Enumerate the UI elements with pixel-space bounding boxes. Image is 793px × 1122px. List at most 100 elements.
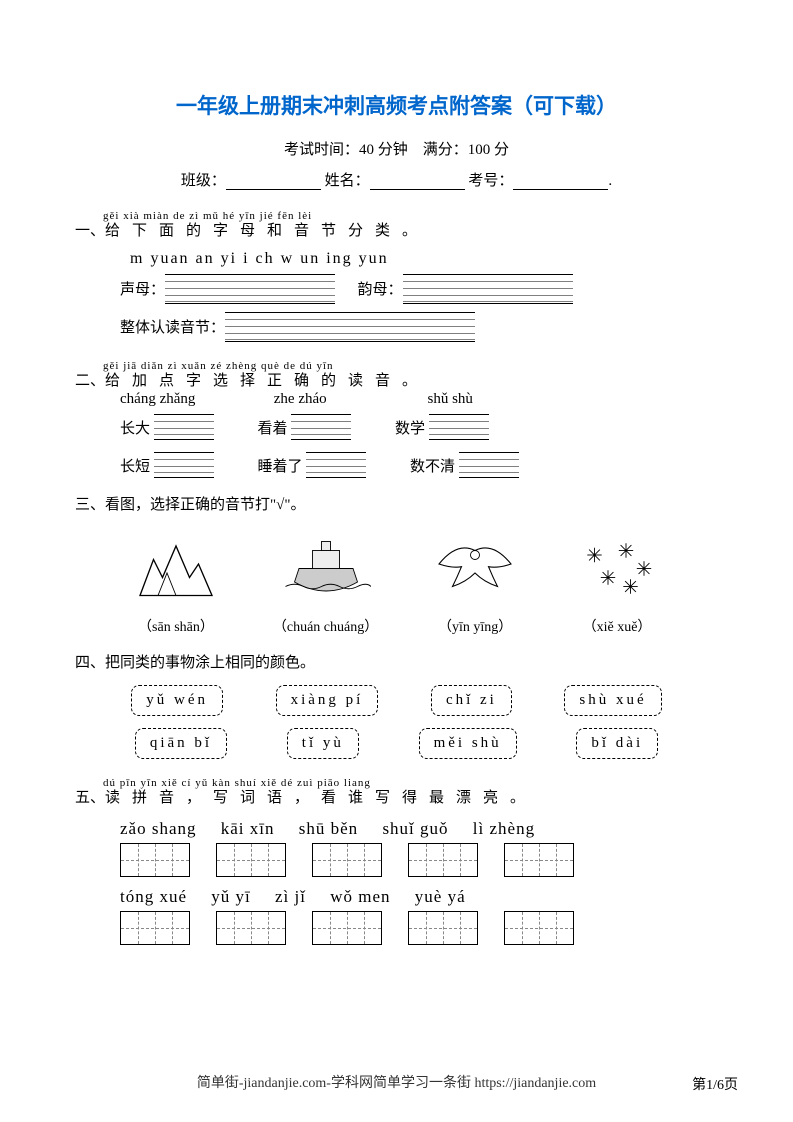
q2-box bbox=[459, 452, 519, 478]
ship-icon bbox=[281, 531, 371, 606]
name-blank bbox=[370, 172, 465, 190]
q3-mountain: （sān shān） bbox=[131, 531, 221, 636]
write-box bbox=[312, 911, 382, 945]
write-box bbox=[408, 911, 478, 945]
q2-heads: cháng zhǎng zhe zháo shǔ shù bbox=[120, 391, 718, 408]
q1-pinyin: gěi xià miàn de zì mǔ hé yīn jié fēn lèi bbox=[103, 210, 718, 222]
q2-r2-0: 长短 bbox=[120, 455, 150, 476]
q5-p2-1: yǔ yī bbox=[211, 887, 250, 907]
question-4: 四、把同类的事物涂上相同的颜色。 yǔ wén xiàng pí chǐ zi … bbox=[75, 654, 718, 760]
q2-row1: 长大 看着 数学 bbox=[120, 414, 718, 440]
q2-head-2: shǔ shù bbox=[428, 391, 578, 408]
q5-p2-2: zì jǐ bbox=[275, 887, 306, 907]
q5-p2-0: tóng xué bbox=[120, 887, 187, 907]
question-3: 三、看图，选择正确的音节打"√"。 （sān shān） （chuán chuá… bbox=[75, 496, 718, 636]
q5-p-1: kāi xīn bbox=[221, 819, 275, 839]
name-label: 姓名： bbox=[325, 173, 370, 189]
id-label: 考号： bbox=[468, 173, 513, 189]
id-blank bbox=[513, 172, 608, 190]
q4-head: 四、把同类的事物涂上相同的颜色。 bbox=[75, 654, 718, 674]
q1-number: 一、 bbox=[75, 223, 105, 239]
q5-p-2: shū běn bbox=[299, 819, 358, 839]
q2-box bbox=[154, 452, 214, 478]
yunmu-box bbox=[403, 274, 573, 304]
q2-box bbox=[154, 414, 214, 440]
q2-r2-2: 数不清 bbox=[410, 455, 455, 476]
q5-pinyin-row2: tóng xué yǔ yī zì jǐ wǒ men yuè yá bbox=[120, 887, 718, 907]
q2-box bbox=[291, 414, 351, 440]
subtitle: 考试时间：40 分钟 满分：100 分 bbox=[75, 138, 718, 159]
q5-pinyin: dú pīn yīn xiě cí yǔ kàn shuí xiě dé zuì… bbox=[103, 777, 718, 789]
zhengti-box bbox=[225, 312, 475, 342]
q1-zhengti-row: 整体认读音节： bbox=[120, 312, 718, 342]
q4-row2: qiān bǐ tǐ yù měi shù bǐ dài bbox=[105, 728, 688, 759]
yunmu-label: 韵母： bbox=[358, 278, 403, 299]
q2-head-0: cháng zhǎng bbox=[120, 391, 270, 408]
q5-head: 五、读拼音，写词语，看谁写得最漂亮。 bbox=[75, 789, 718, 809]
q3-label-3: （xiě xuě） bbox=[572, 616, 662, 636]
info-line: 班级： 姓名： 考号：. bbox=[75, 169, 718, 190]
q5-p2-3: wǒ men bbox=[330, 887, 390, 907]
q3-label-1: （chuán chuáng） bbox=[273, 616, 378, 636]
q2-r1-0: 长大 bbox=[120, 417, 150, 438]
q2-head-1: zhe zháo bbox=[274, 391, 424, 408]
q3-text: 看图，选择正确的音节打"√"。 bbox=[105, 497, 305, 513]
question-2: gěi jiā diǎn zì xuǎn zé zhèng què de dú … bbox=[75, 360, 718, 479]
q4-row1: yǔ wén xiàng pí chǐ zi shù xué bbox=[105, 685, 688, 716]
write-box bbox=[216, 843, 286, 877]
q5-p-4: lì zhèng bbox=[473, 819, 535, 839]
write-box bbox=[504, 911, 574, 945]
write-box bbox=[408, 843, 478, 877]
q2-r1-2: 数学 bbox=[395, 417, 425, 438]
q4-box: chǐ zi bbox=[431, 685, 512, 716]
page-number: 第1/6页 bbox=[692, 1074, 738, 1094]
q3-head: 三、看图，选择正确的音节打"√"。 bbox=[75, 496, 718, 516]
write-box bbox=[120, 843, 190, 877]
shengmu-label: 声母： bbox=[120, 278, 165, 299]
q2-pinyin: gěi jiā diǎn zì xuǎn zé zhèng què de dú … bbox=[103, 360, 718, 372]
snowflake-icon bbox=[572, 531, 662, 606]
q2-hanzi: 给加点字选择正确的读音。 bbox=[105, 373, 429, 389]
question-5: dú pīn yīn xiě cí yǔ kàn shuí xiě dé zuì… bbox=[75, 777, 718, 945]
q4-box: měi shù bbox=[419, 728, 517, 759]
write-box bbox=[120, 911, 190, 945]
q4-box: xiàng pí bbox=[276, 685, 379, 716]
q3-number: 三、 bbox=[75, 497, 105, 513]
page-title: 一年级上册期末冲刺高频考点附答案（可下载） bbox=[75, 90, 718, 120]
q3-ship: （chuán chuáng） bbox=[273, 531, 378, 636]
q4-box: qiān bǐ bbox=[135, 728, 227, 759]
q4-box: shù xué bbox=[564, 685, 661, 716]
q5-hanzi: 读拼音，写词语，看谁写得最漂亮。 bbox=[105, 790, 537, 806]
zhengti-label: 整体认读音节： bbox=[120, 316, 225, 337]
shengmu-box bbox=[165, 274, 335, 304]
q5-p-0: zǎo shang bbox=[120, 819, 197, 839]
q5-p2-4: yuè yá bbox=[415, 887, 466, 907]
q4-box: bǐ dài bbox=[576, 728, 658, 759]
period: . bbox=[608, 173, 612, 189]
q1-letters: m yuan an yi i ch w un ing yun bbox=[130, 250, 718, 268]
q1-shengmu-row: 声母： 韵母： bbox=[120, 274, 718, 304]
q4-text: 把同类的事物涂上相同的颜色。 bbox=[105, 655, 315, 671]
q1-head: 一、给下面的字母和音节分类。 bbox=[75, 222, 718, 242]
question-1: gěi xià miàn de zì mǔ hé yīn jié fēn lèi… bbox=[75, 210, 718, 342]
q2-r2-1: 睡着了 bbox=[258, 455, 303, 476]
q2-row2: 长短 睡着了 数不清 bbox=[120, 452, 718, 478]
write-box bbox=[216, 911, 286, 945]
q5-box-row2 bbox=[120, 911, 718, 945]
q5-box-row1 bbox=[120, 843, 718, 877]
q3-label-0: （sān shān） bbox=[131, 616, 221, 636]
q3-snow: （xiě xuě） bbox=[572, 531, 662, 636]
q5-pinyin-row1: zǎo shang kāi xīn shū běn shuǐ guǒ lì zh… bbox=[120, 819, 718, 839]
write-box bbox=[312, 843, 382, 877]
footer: 简单街-jiandanjie.com-学科网简单学习一条街 https://ji… bbox=[0, 1072, 793, 1092]
q5-number: 五、 bbox=[75, 790, 105, 806]
q3-label-2: （yīn yīng） bbox=[430, 616, 520, 636]
q2-number: 二、 bbox=[75, 373, 105, 389]
q2-head: 二、给加点字选择正确的读音。 bbox=[75, 372, 718, 392]
q2-r1-1: 看着 bbox=[258, 417, 288, 438]
class-label: 班级： bbox=[181, 173, 226, 189]
class-blank bbox=[226, 172, 321, 190]
q1-hanzi: 给下面的字母和音节分类。 bbox=[105, 223, 429, 239]
eagle-icon bbox=[430, 531, 520, 606]
q4-box: tǐ yù bbox=[287, 728, 359, 759]
